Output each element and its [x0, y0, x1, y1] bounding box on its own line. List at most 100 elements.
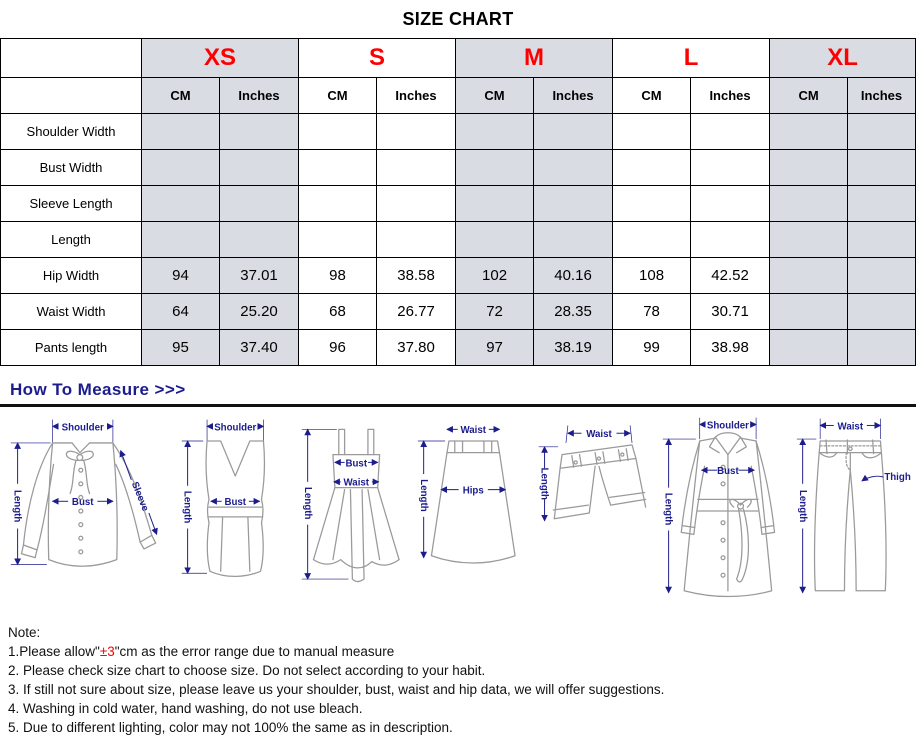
value-cell: 108 [612, 257, 692, 294]
value-cell [298, 149, 378, 186]
value-cell [847, 293, 916, 330]
unit-cell: Inches [376, 77, 457, 114]
unit-cell: CM [769, 77, 849, 114]
size-chart-table: XS S M L XL CM Inches CM Inches CM Inche… [0, 38, 916, 366]
notes-heading: Note: [8, 625, 41, 640]
table-row-shoulder-width: Shoulder Width [0, 113, 916, 150]
value-cell: 96 [298, 329, 378, 366]
unit-cell: CM [141, 77, 220, 114]
unit-cell: Inches [218, 77, 300, 114]
value-cell [769, 293, 849, 330]
value-cell: 99 [612, 329, 692, 366]
value-cell: 38.58 [376, 257, 457, 294]
value-cell [533, 185, 614, 222]
measure-label: Bust [717, 466, 739, 477]
coat-illustration: Shoulder Bust Length [663, 417, 776, 598]
measure-label: Waist [838, 421, 864, 432]
notes-section: Note: 1.Please allow"±3"cm as the error … [8, 623, 916, 737]
value-cell [141, 149, 220, 186]
jeans-illustration: Waist Thigh Length [797, 418, 912, 594]
unit-cell: CM [612, 77, 692, 114]
row-label: Pants length [0, 329, 142, 366]
unit-cell: Inches [690, 77, 771, 114]
row-label: Hip Width [0, 257, 142, 294]
table-row-waist-width: Waist Width 64 25.20 68 26.77 72 28.35 7… [0, 293, 916, 330]
note1-highlight: ±3 [99, 644, 115, 659]
value-cell [847, 221, 916, 258]
value-cell [769, 149, 849, 186]
value-cell [533, 113, 614, 150]
size-header-m: M [455, 38, 614, 78]
size-header-l: L [612, 38, 771, 78]
value-cell [769, 113, 849, 150]
value-cell: 38.19 [533, 329, 614, 366]
value-cell [769, 221, 849, 258]
shorts-illustration: Waist Length [539, 425, 647, 522]
dress-illustration: Bust Waist Length [301, 428, 400, 583]
measure-label: Shoulder [707, 420, 749, 431]
value-cell [141, 113, 220, 150]
value-cell [533, 221, 614, 258]
table-row-pants-length: Pants length 95 37.40 96 37.80 97 38.19 … [0, 329, 916, 366]
measure-label: Waist [461, 425, 487, 436]
value-cell [533, 149, 614, 186]
measure-label: Length [182, 491, 193, 523]
measure-label: Bust [225, 497, 247, 508]
measure-label: Shoulder [214, 422, 256, 433]
table-row-sleeve-length: Sleeve Length [0, 185, 916, 222]
value-cell [690, 113, 771, 150]
row-label: Bust Width [0, 149, 142, 186]
measure-label: Thigh [885, 472, 912, 483]
value-cell: 95 [141, 329, 220, 366]
value-cell: 37.01 [218, 257, 300, 294]
measure-figures: Shoulder Length Bust Sleeve [0, 407, 916, 615]
value-cell [455, 185, 535, 222]
row-label: Sleeve Length [0, 185, 142, 222]
size-header-xl: XL [769, 38, 916, 78]
value-cell [298, 221, 378, 258]
value-cell [612, 185, 692, 222]
size-header-s: S [298, 38, 457, 78]
value-cell [376, 185, 457, 222]
measure-label: Bust [72, 497, 94, 508]
value-cell [376, 221, 457, 258]
value-cell: 94 [141, 257, 220, 294]
value-cell [769, 185, 849, 222]
value-cell [847, 257, 916, 294]
value-cell [218, 149, 300, 186]
skirt-illustration: Waist Hips Length [418, 425, 517, 564]
value-cell [455, 149, 535, 186]
value-cell [455, 221, 535, 258]
measure-label: Length [12, 490, 23, 522]
value-cell [298, 113, 378, 150]
value-cell [847, 113, 916, 150]
measure-label: Length [663, 493, 674, 525]
table-row-bust-width: Bust Width [0, 149, 916, 186]
tank-top-illustration: Shoulder Bust Length [182, 419, 266, 578]
table-row-length: Length [0, 221, 916, 258]
note-item-2: 2. Please check size chart to choose siz… [8, 663, 486, 678]
note1-suffix: "cm as the error range due to manual mea… [114, 644, 395, 659]
table-row-hip-width: Hip Width 94 37.01 98 38.58 102 40.16 10… [0, 257, 916, 294]
value-cell: 98 [298, 257, 378, 294]
value-cell [690, 221, 771, 258]
value-cell: 37.80 [376, 329, 457, 366]
how-to-measure-heading: How To Measure >>> [10, 380, 186, 399]
value-cell: 26.77 [376, 293, 457, 330]
value-cell [218, 185, 300, 222]
note1-prefix: 1.Please allow" [8, 644, 100, 659]
value-cell: 30.71 [690, 293, 771, 330]
value-cell: 72 [455, 293, 535, 330]
measure-label: Length [539, 468, 550, 500]
value-cell: 28.35 [533, 293, 614, 330]
unit-cell: CM [455, 77, 535, 114]
corner-cell [0, 38, 142, 78]
measure-label: Hips [463, 486, 484, 497]
value-cell: 68 [298, 293, 378, 330]
note-item-1: 1.Please allow"±3"cm as the error range … [8, 642, 916, 661]
value-cell [218, 113, 300, 150]
blouse-illustration: Shoulder Length Bust Sleeve [10, 419, 158, 567]
unit-cell: Inches [533, 77, 614, 114]
value-cell [690, 149, 771, 186]
